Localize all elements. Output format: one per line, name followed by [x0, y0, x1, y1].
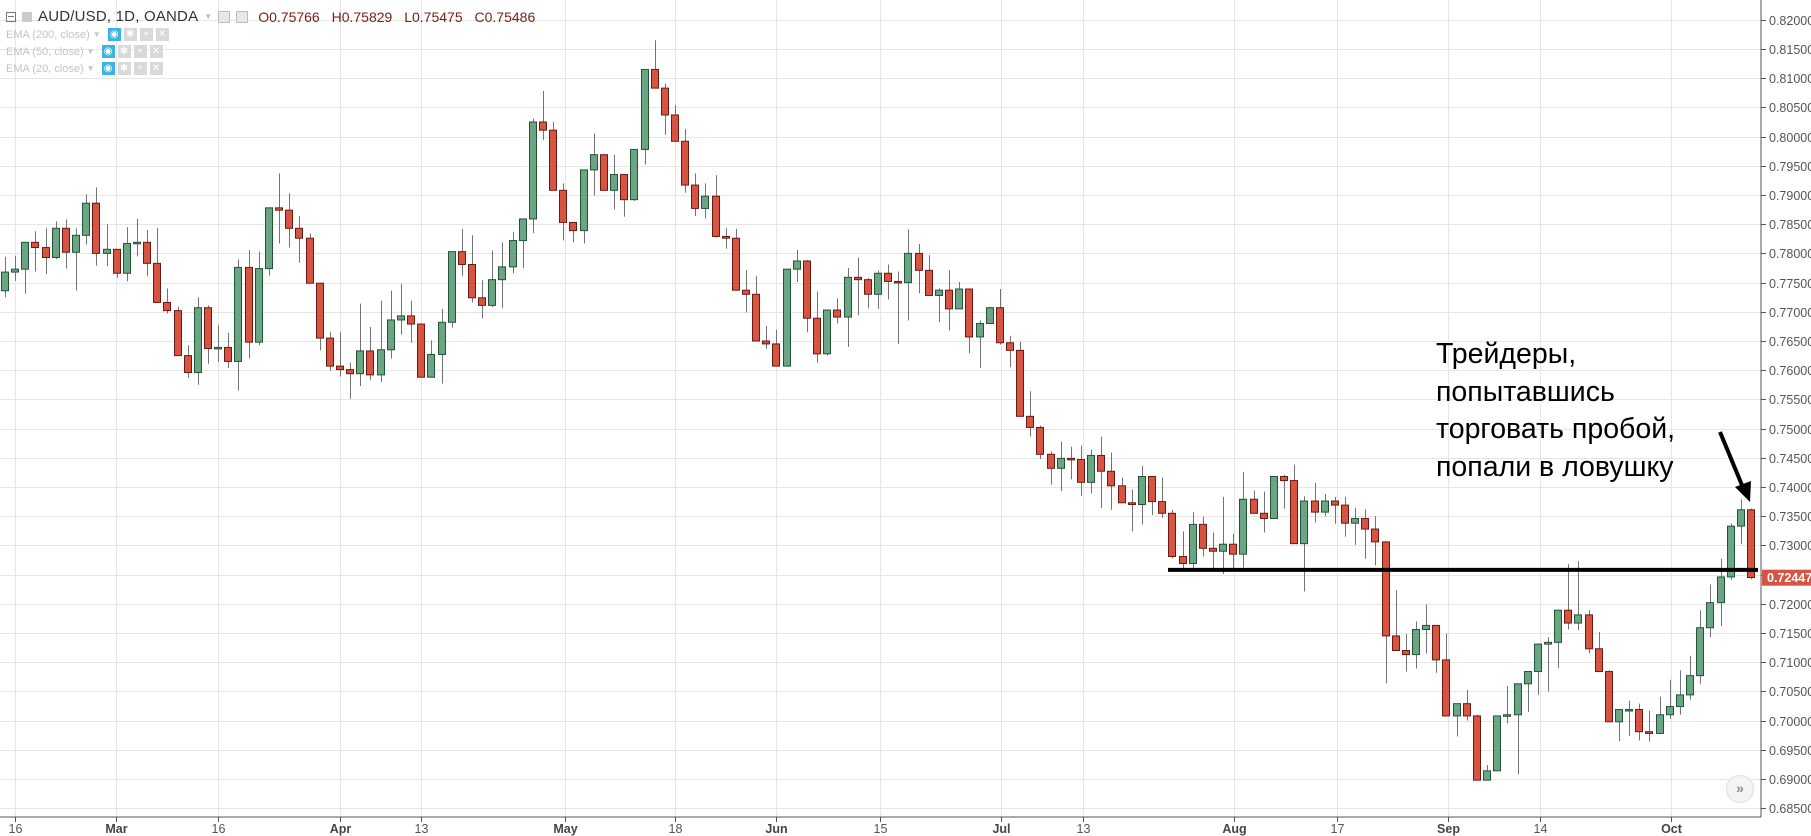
price-tick-label: 0.81500: [1769, 43, 1811, 57]
annotation-line: Трейдеры,: [1436, 338, 1577, 370]
indicator-label[interactable]: EMA (20, close): [6, 62, 84, 75]
time-tick-label: Mar: [105, 822, 127, 836]
close-icon[interactable]: ✕: [155, 28, 169, 41]
price-tick-label: 0.73500: [1769, 510, 1811, 524]
high-value: H0.75829: [331, 8, 393, 25]
chevron-down-icon[interactable]: ▼: [86, 64, 95, 73]
price-tick-label: 0.80500: [1769, 101, 1811, 115]
indicator-ema-50[interactable]: EMA (50, close) ▼ ◉ ✱ + ✕: [6, 45, 163, 58]
time-tick-label: Oct: [1661, 822, 1683, 836]
low-value: L0.75475: [404, 8, 463, 25]
time-tick-label: 13: [415, 822, 429, 836]
price-tick-label: 0.79500: [1769, 160, 1811, 174]
price-tick-label: 0.70500: [1769, 685, 1811, 699]
price-tick-label: 0.69500: [1769, 744, 1811, 758]
gear-icon[interactable]: ✱: [123, 28, 137, 41]
plus-icon[interactable]: +: [133, 62, 147, 75]
price-tick-label: 0.76500: [1769, 335, 1811, 349]
eye-icon[interactable]: ◉: [101, 62, 115, 75]
plus-icon[interactable]: +: [133, 45, 147, 58]
price-tick-label: 0.82000: [1769, 14, 1811, 28]
chevron-down-icon[interactable]: ▼: [204, 12, 213, 21]
price-tick-label: 0.74000: [1769, 481, 1811, 495]
eye-icon[interactable]: [218, 10, 231, 23]
gear-icon[interactable]: ✱: [117, 62, 131, 75]
time-axis[interactable]: 16 Mar 16 Apr 13 May 18 Jun 15 Jul 13 Aug 17 Sep 14 Oct: [9, 817, 1683, 836]
ohlc-values: O0.75766 H0.75829 L0.75475 C0.75486: [258, 9, 543, 25]
annotation-line: торговать пробой,: [1436, 413, 1676, 445]
gear-icon[interactable]: [236, 10, 249, 23]
gear-icon[interactable]: ✱: [117, 45, 131, 58]
time-tick-label: Jun: [765, 822, 787, 836]
svg-text:0.72447: 0.72447: [1767, 571, 1811, 585]
double-chevron-right-icon: »: [1736, 780, 1744, 796]
scroll-to-realtime-button[interactable]: »: [1726, 775, 1754, 803]
eye-icon[interactable]: ◉: [101, 45, 115, 58]
open-value: O0.75766: [258, 8, 320, 25]
price-tick-label: 0.78000: [1769, 247, 1811, 261]
indicator-label[interactable]: EMA (200, close): [6, 28, 90, 41]
price-tick-label: 0.77000: [1769, 306, 1811, 320]
time-tick-label: 18: [669, 822, 683, 836]
eye-icon[interactable]: ◉: [107, 28, 121, 41]
annotation-line: попали в ловушку: [1436, 450, 1674, 483]
price-tick-label: 0.74500: [1769, 452, 1811, 466]
price-tick-label: 0.69000: [1769, 773, 1811, 787]
time-tick-label: Apr: [330, 822, 352, 836]
price-tick-label: 0.71000: [1769, 656, 1811, 670]
indicator-ema-20[interactable]: EMA (20, close) ▼ ◉ ✱ + ✕: [6, 62, 163, 75]
price-tick-label: 0.73000: [1769, 539, 1811, 553]
price-tick-label: 0.71500: [1769, 627, 1811, 641]
price-tick-label: 0.70000: [1769, 715, 1811, 729]
price-tick-label: 0.81000: [1769, 72, 1811, 86]
price-tick-label: 0.78500: [1769, 218, 1811, 232]
chart-legend: AUD/USD, 1D, OANDA ▼ O0.75766 H0.75829 L…: [6, 8, 543, 25]
price-tick-label: 0.75500: [1769, 393, 1811, 407]
chevron-down-icon[interactable]: ▼: [86, 47, 95, 56]
time-tick-label: 15: [874, 822, 888, 836]
time-tick-label: 16: [212, 822, 226, 836]
chart-grid: [0, 0, 1761, 817]
price-tick-label: 0.77500: [1769, 277, 1811, 291]
chevron-down-icon[interactable]: ▼: [92, 30, 101, 39]
annotation-arrow: [1718, 431, 1751, 502]
time-tick-label: Aug: [1222, 822, 1246, 836]
annotation-text: Трейдеры, попытавшись торговать пробой, …: [1436, 336, 1675, 486]
time-tick-label: 17: [1331, 822, 1345, 836]
indicator-ema-200[interactable]: EMA (200, close) ▼ ◉ ✱ + ✕: [6, 28, 169, 41]
collapse-icon[interactable]: [6, 11, 16, 22]
close-value: C0.75486: [474, 8, 536, 25]
price-tick-label: 0.80000: [1769, 131, 1811, 145]
price-axis[interactable]: 0.82000 0.81500 0.81000 0.80500 0.80000 0.795…: [1761, 14, 1811, 816]
price-tick-label: 0.68500: [1769, 802, 1811, 816]
time-tick-label: Jul: [992, 822, 1010, 836]
close-icon[interactable]: ✕: [149, 45, 163, 58]
annotation-line: попытавшись: [1436, 375, 1615, 408]
price-tick-label: 0.76000: [1769, 364, 1811, 378]
price-tick-label: 0.72000: [1769, 598, 1811, 612]
last-price-marker: 0.72447: [1762, 569, 1811, 586]
candles: [1, 40, 1755, 781]
price-tick-label: 0.79000: [1769, 189, 1811, 203]
close-icon[interactable]: ✕: [149, 62, 163, 75]
time-tick-label: 16: [9, 822, 23, 836]
time-tick-label: Sep: [1437, 822, 1460, 836]
symbol-icon: [22, 11, 32, 22]
symbol-title[interactable]: AUD/USD, 1D, OANDA: [38, 8, 199, 25]
price-tick-label: 0.75000: [1769, 423, 1811, 437]
time-tick-label: May: [553, 822, 577, 836]
time-tick-label: 13: [1077, 822, 1091, 836]
plus-icon[interactable]: +: [139, 28, 153, 41]
indicator-label[interactable]: EMA (50, close): [6, 45, 84, 58]
time-tick-label: 14: [1534, 822, 1548, 836]
